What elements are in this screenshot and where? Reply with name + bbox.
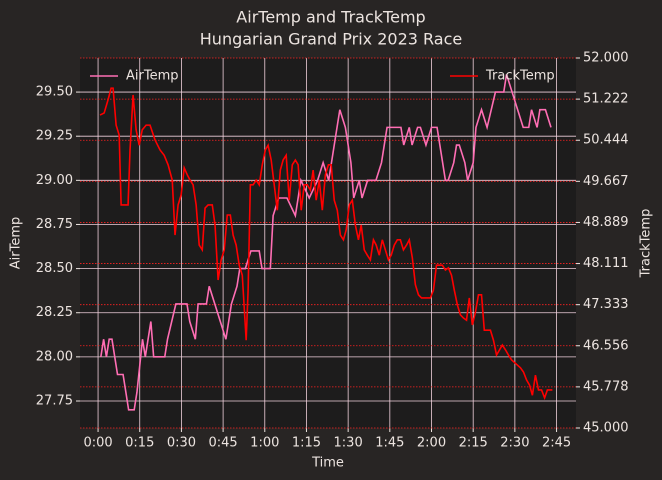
y2-tick-label: 51.222 — [583, 92, 629, 107]
chart-subtitle: Hungarian Grand Prix 2023 Race — [200, 30, 462, 49]
y2-tick-label: 45.778 — [583, 379, 629, 394]
x-tick-label: 2:45 — [542, 436, 571, 451]
y2-tick-label: 49.667 — [583, 174, 629, 189]
y2-tick-label: 47.333 — [583, 297, 629, 312]
y2-tick-label: 45.000 — [583, 421, 629, 436]
x-tick-label: 1:30 — [334, 436, 363, 451]
y2-tick-label: 48.111 — [583, 256, 629, 271]
chart-title: AirTemp and TrackTemp — [236, 8, 425, 27]
x-tick-label: 1:00 — [250, 436, 279, 451]
plot-area — [80, 58, 576, 428]
x-tick-label: 2:30 — [500, 436, 529, 451]
legend-label: TrackTemp — [485, 69, 555, 84]
x-tick-label: 0:15 — [125, 436, 154, 451]
y-tick-label: 28.50 — [36, 261, 73, 276]
y-tick-label: 29.00 — [36, 173, 73, 188]
x-tick-label: 2:15 — [459, 436, 488, 451]
y-tick-label: 28.75 — [36, 217, 73, 232]
y2-axis-label: TrackTemp — [639, 209, 654, 279]
x-tick-label: 0:30 — [167, 436, 196, 451]
x-tick-label: 1:15 — [292, 436, 321, 451]
y2-tick-label: 46.556 — [583, 338, 629, 353]
y2-tick-label: 50.444 — [583, 133, 629, 148]
x-tick-label: 0:45 — [209, 436, 238, 451]
x-tick-label: 2:00 — [417, 436, 446, 451]
x-axis-label: Time — [311, 456, 344, 471]
y2-tick-label: 48.889 — [583, 215, 629, 230]
y-tick-label: 29.50 — [36, 85, 73, 100]
y-tick-label: 28.25 — [36, 305, 73, 320]
y-tick-label: 28.00 — [36, 349, 73, 364]
x-tick-label: 0:00 — [83, 436, 112, 451]
legend-label: AirTemp — [126, 69, 179, 84]
x-tick-label: 1:45 — [375, 436, 404, 451]
y-axis-label: AirTemp — [9, 217, 24, 270]
y2-tick-label: 52.000 — [583, 51, 629, 66]
y-tick-label: 27.75 — [36, 393, 73, 408]
line-series — [99, 87, 553, 401]
line-series — [100, 74, 552, 411]
y-tick-label: 29.25 — [36, 129, 73, 144]
